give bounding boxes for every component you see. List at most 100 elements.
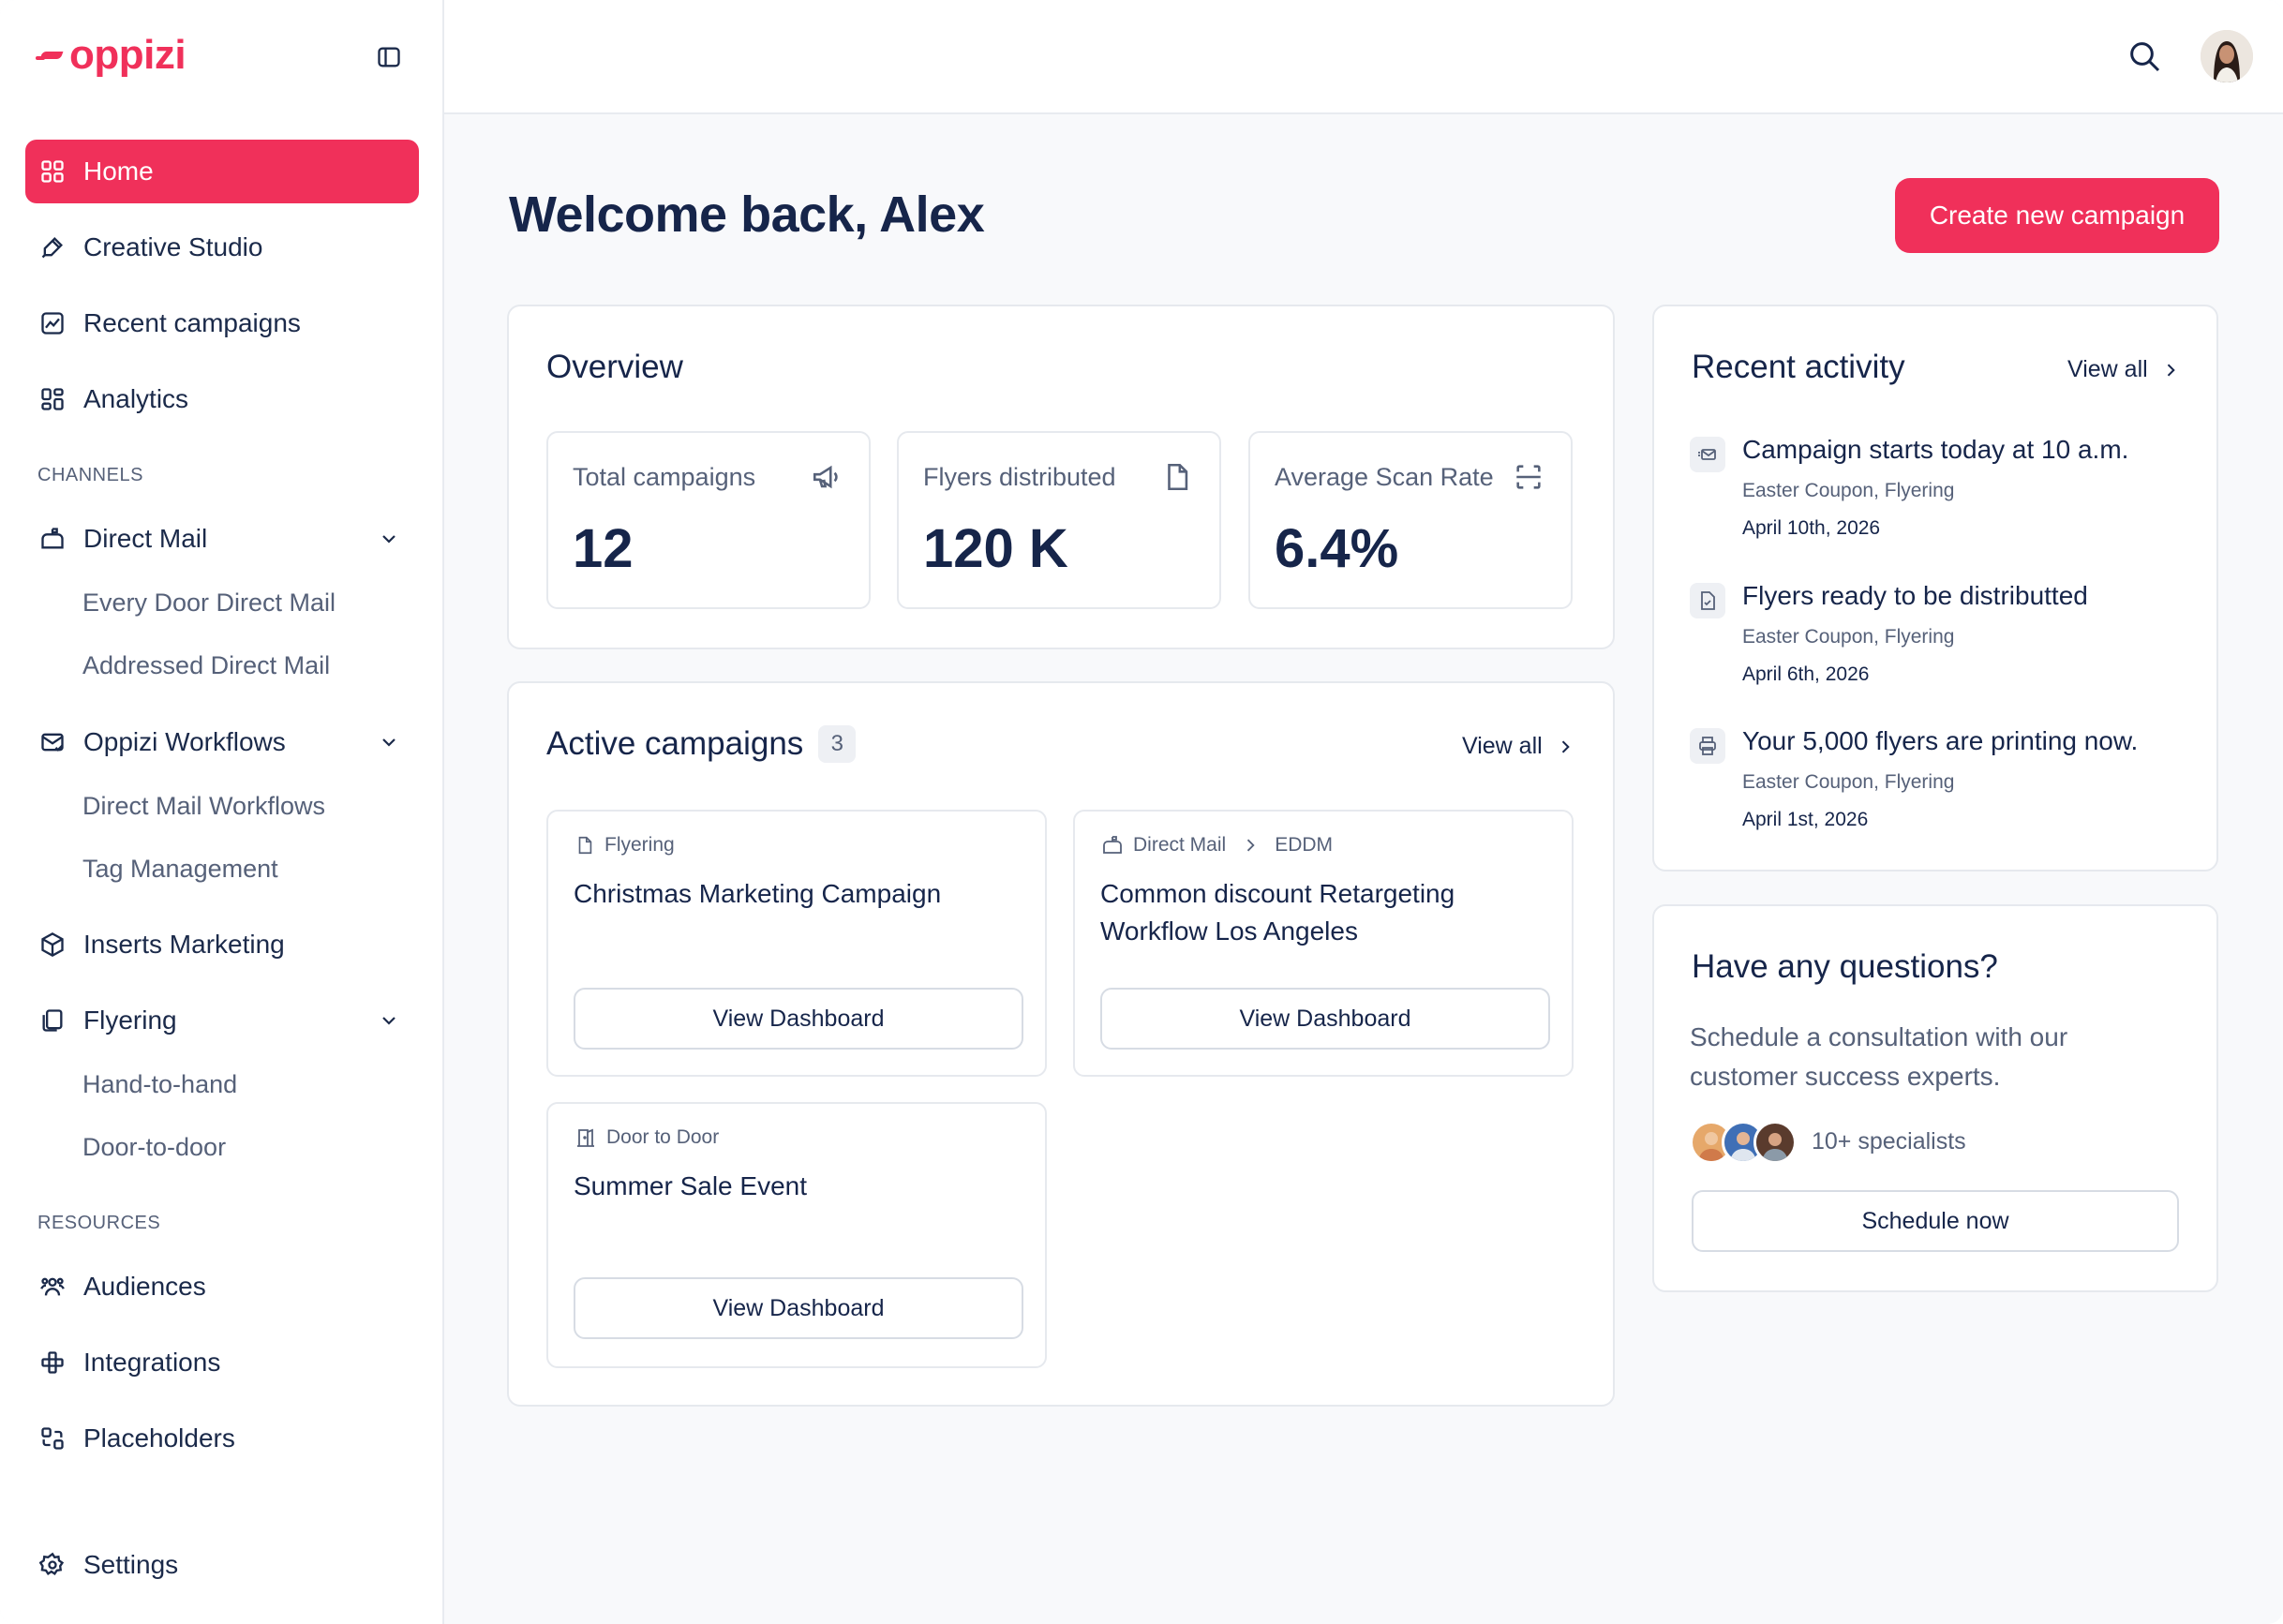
sidebar-item-recent-campaigns[interactable]: Recent campaigns — [25, 291, 419, 355]
user-avatar-icon — [2201, 30, 2253, 82]
activity-date: April 10th, 2026 — [1742, 517, 1881, 539]
chevron-down-icon — [378, 731, 400, 753]
stat-value: 120 K — [923, 518, 1068, 579]
stat-value: 12 — [573, 518, 634, 579]
campaign-name: Christmas Marketing Campaign — [574, 879, 942, 908]
sidebar-collapse-button[interactable] — [373, 41, 405, 73]
stat-total-campaigns: Total campaigns 12 — [546, 431, 871, 609]
brand-logo[interactable]: oppizi — [36, 32, 187, 79]
chevron-right-icon — [1247, 839, 1255, 852]
sidebar-item-creative-studio[interactable]: Creative Studio — [25, 216, 419, 279]
mailbox-icon — [38, 525, 67, 553]
flyers-icon — [38, 1006, 67, 1035]
campaign-channel-label: Direct Mail — [1133, 834, 1227, 856]
sidebar-subitem-tag-management[interactable]: Tag Management — [82, 855, 278, 883]
sidebar-subitem-door-to-door[interactable]: Door-to-door — [82, 1133, 227, 1161]
sidebar-item-label: Flyering — [83, 1006, 177, 1035]
activity-title: Campaign starts today at 10 a.m. — [1742, 435, 2129, 464]
specialist-avatars — [1690, 1121, 1802, 1164]
stat-label: Average Scan Rate — [1275, 463, 1494, 491]
active-campaigns-title: Active campaigns — [546, 725, 804, 762]
sidebar-item-oppizi-workflows[interactable]: Oppizi Workflows — [25, 710, 419, 774]
view-dashboard-button[interactable]: View Dashboard — [574, 988, 1023, 1050]
sidebar-item-label: Oppizi Workflows — [83, 727, 286, 756]
activity-title: Flyers ready to be distributted — [1742, 581, 2088, 610]
sidebar-item-settings[interactable]: Settings — [25, 1533, 419, 1597]
door-icon — [577, 1128, 594, 1147]
sidebar-subitem-addressed-direct-mail[interactable]: Addressed Direct Mail — [82, 651, 331, 679]
schedule-now-button[interactable]: Schedule now — [1692, 1190, 2179, 1252]
sidebar-item-analytics[interactable]: Analytics — [25, 367, 419, 431]
avatar — [1722, 1121, 1765, 1164]
chevron-down-icon — [378, 528, 400, 550]
view-dashboard-button[interactable]: View Dashboard — [574, 1277, 1023, 1339]
placeholder-icon — [38, 1424, 67, 1453]
questions-description: Schedule a consultation with our custome… — [1690, 1022, 2068, 1091]
package-icon — [38, 931, 67, 959]
users-icon — [38, 1273, 67, 1301]
sidebar-item-inserts-marketing[interactable]: Inserts Marketing — [25, 913, 419, 976]
stat-label: Flyers distributed — [923, 463, 1116, 491]
search-icon — [2130, 42, 2160, 72]
user-avatar[interactable] — [2201, 30, 2253, 82]
stat-value: 6.4% — [1275, 518, 1399, 579]
activity-subtitle: Easter Coupon, Flyering — [1742, 480, 1955, 501]
create-campaign-button[interactable]: Create new campaign — [1895, 178, 2219, 253]
specialists-count: 10+ specialists — [1812, 1128, 1966, 1155]
view-all-label: View all — [2067, 356, 2148, 382]
gear-icon — [38, 1551, 67, 1579]
sidebar-item-audiences[interactable]: Audiences — [25, 1255, 419, 1319]
file-icon — [578, 836, 592, 855]
stat-label: Total campaigns — [573, 463, 756, 491]
questions-title: Have any questions? — [1692, 948, 1998, 985]
stat-average-scan-rate: Average Scan Rate 6.4% — [1248, 431, 1573, 609]
mail-icon — [1690, 437, 1725, 472]
sidebar-subitem-direct-mail-workflows[interactable]: Direct Mail Workflows — [82, 792, 326, 820]
plug-icon — [38, 1348, 67, 1377]
dashboard-icon — [38, 385, 67, 413]
search-button[interactable] — [2126, 37, 2163, 75]
sidebar-item-label: Home — [83, 156, 154, 186]
recent-activity-card — [1652, 305, 2218, 872]
overview-title: Overview — [546, 349, 683, 385]
resources-section-label: RESOURCES — [37, 1213, 161, 1233]
top-bar — [444, 0, 2283, 114]
activity-date: April 1st, 2026 — [1742, 809, 1869, 830]
mail-flow-icon — [38, 728, 67, 756]
chevron-down-icon — [378, 1009, 400, 1032]
activity-title: Your 5,000 flyers are printing now. — [1742, 726, 2139, 755]
campaign-tag: Flyering — [574, 834, 675, 857]
brush-icon — [38, 233, 67, 261]
sidebar-item-label: Settings — [83, 1550, 179, 1579]
active-campaigns-view-all-link[interactable]: View all — [1462, 733, 1574, 760]
recent-activity-view-all-link[interactable]: View all — [2067, 356, 2180, 383]
chart-box-icon — [38, 309, 67, 337]
campaign-card: Door to Door Summer Sale Event View Dash… — [546, 1102, 1047, 1368]
view-dashboard-button[interactable]: View Dashboard — [1100, 988, 1550, 1050]
sidebar-item-label: Direct Mail — [83, 524, 208, 553]
sidebar-toggle-icon — [378, 47, 400, 67]
sidebar-item-flyering[interactable]: Flyering — [25, 989, 419, 1052]
scan-icon — [1513, 461, 1544, 493]
avatar — [1753, 1121, 1797, 1164]
megaphone-icon — [811, 461, 843, 493]
page-title: Welcome back, Alex — [509, 186, 985, 243]
campaign-channel-label: Flyering — [604, 834, 675, 856]
sidebar-item-integrations[interactable]: Integrations — [25, 1331, 419, 1394]
activity-subtitle: Easter Coupon, Flyering — [1742, 626, 1955, 648]
printer-icon — [1690, 728, 1725, 764]
activity-date: April 6th, 2026 — [1742, 663, 1870, 685]
sidebar-subitem-eddm[interactable]: Every Door Direct Mail — [82, 589, 336, 617]
sidebar-item-home[interactable]: Home — [25, 140, 419, 203]
activity-subtitle: Easter Coupon, Flyering — [1742, 771, 1955, 793]
sidebar-item-label: Audiences — [83, 1272, 206, 1301]
sidebar-item-direct-mail[interactable]: Direct Mail — [25, 507, 419, 571]
file-icon — [1161, 461, 1193, 493]
sidebar-item-label: Placeholders — [83, 1423, 235, 1453]
campaign-name: Common discount Retargeting Workflow Los… — [1100, 879, 1455, 946]
sidebar-subitem-hand-to-hand[interactable]: Hand-to-hand — [82, 1070, 238, 1098]
sidebar-item-placeholders[interactable]: Placeholders — [25, 1407, 419, 1470]
sidebar-item-label: Recent campaigns — [83, 308, 301, 337]
sidebar-item-label: Integrations — [83, 1348, 221, 1377]
